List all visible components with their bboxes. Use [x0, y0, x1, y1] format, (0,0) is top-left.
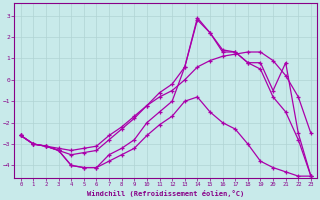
X-axis label: Windchill (Refroidissement éolien,°C): Windchill (Refroidissement éolien,°C): [87, 190, 244, 197]
